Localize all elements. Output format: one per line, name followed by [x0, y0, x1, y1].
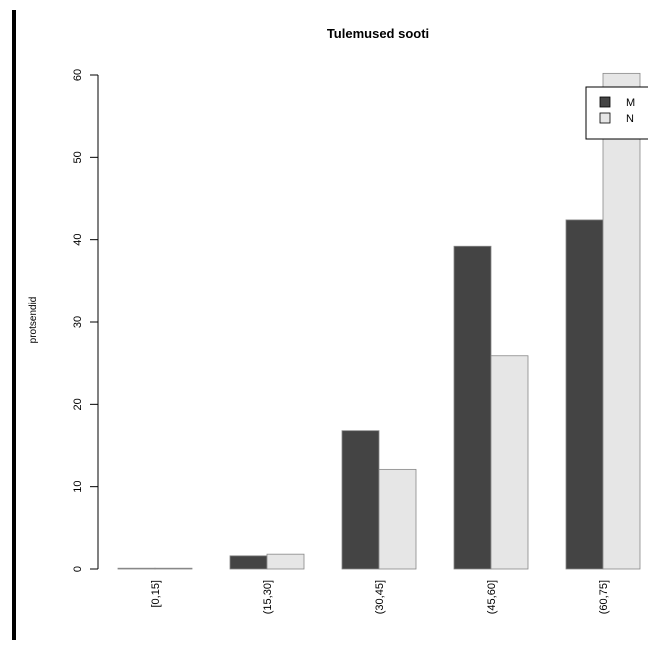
y-axis-label: protsendid	[28, 297, 39, 344]
bar-M-0	[117, 567, 156, 570]
legend-label-N: N	[626, 113, 634, 125]
left-border-bar	[12, 10, 16, 640]
x-tick-label-3: (45,60]	[486, 580, 498, 614]
bar-N-2	[378, 468, 417, 570]
y-tick-label-4: 40	[72, 234, 84, 246]
bar-N-4	[602, 72, 641, 570]
x-tick-label-0: [0,15]	[150, 580, 162, 608]
bar-M-2	[341, 430, 380, 570]
x-tick-label-2: (30,45]	[374, 580, 386, 614]
bar-M-1	[229, 555, 268, 570]
y-tick-label-1: 10	[72, 481, 84, 493]
y-axis: 0 10 20 30 40 50 60	[72, 69, 99, 572]
y-tick-label-0: 0	[72, 566, 84, 572]
bar-N-3	[490, 355, 529, 570]
legend-box	[585, 86, 648, 140]
x-axis-labels: [0,15] (15,30] (30,45] (45,60] (60,75]	[150, 580, 610, 614]
legend-swatch-M	[599, 96, 611, 108]
y-tick-label-5: 50	[72, 151, 84, 163]
legend-label-M: M	[626, 97, 635, 109]
y-tick-label-6: 60	[72, 69, 84, 81]
y-tick-label-2: 20	[72, 398, 84, 410]
bar-N-1	[266, 553, 305, 570]
chart-title: Tulemused sooti	[327, 26, 429, 41]
bar-M-4	[565, 219, 604, 570]
legend: MN	[585, 86, 648, 140]
x-tick-label-4: (60,75]	[598, 580, 610, 614]
y-tick-label-3: 30	[72, 316, 84, 328]
bars	[117, 72, 641, 570]
bar-M-3	[453, 245, 492, 570]
bar-N-0	[154, 567, 193, 570]
legend-swatch-N	[599, 112, 611, 124]
x-tick-label-1: (15,30]	[262, 580, 274, 614]
